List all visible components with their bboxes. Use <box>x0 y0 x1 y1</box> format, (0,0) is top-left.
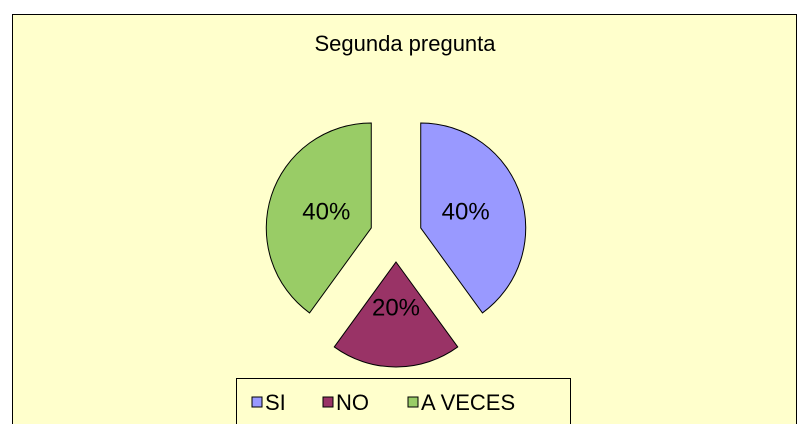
legend-swatch <box>251 396 263 408</box>
pie-slice <box>420 122 527 314</box>
legend-swatch <box>407 396 419 408</box>
legend-label: A VECES <box>421 390 515 415</box>
legend-label: SI <box>265 390 286 415</box>
data-label: 40% <box>302 199 350 226</box>
pie-slice <box>265 122 372 314</box>
legend <box>236 378 571 424</box>
data-label: 20% <box>372 295 420 322</box>
legend-swatch <box>322 396 334 408</box>
pie-slice <box>333 261 459 368</box>
chart-title: Segunda pregunta <box>314 31 496 56</box>
legend-label: NO <box>336 390 369 415</box>
data-label: 40% <box>442 199 490 226</box>
